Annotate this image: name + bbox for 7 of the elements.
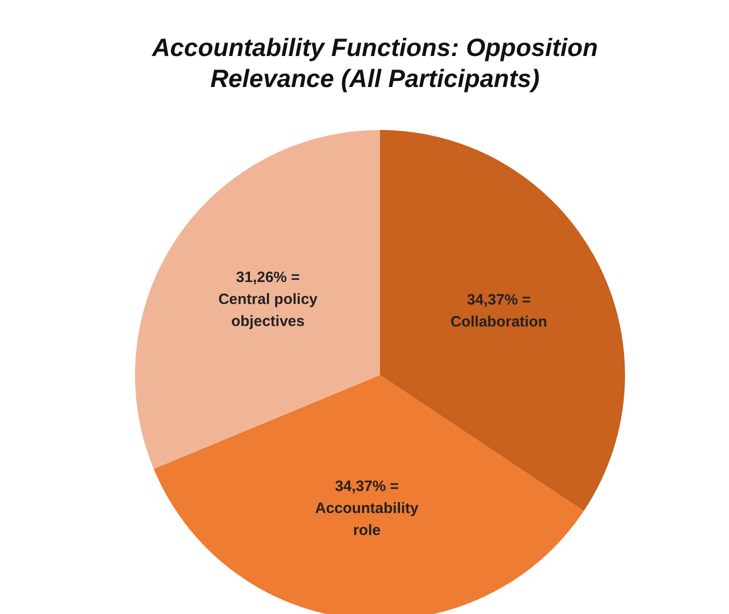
slice-label: Collaboration: [450, 313, 548, 330]
data-label: 34,37% =: [466, 291, 531, 308]
chart-title: Accountability Functions: Opposition Relevance (All Participants): [151, 34, 598, 93]
slice-label: Accountability role: [315, 500, 420, 540]
slice-label: Central policy objectives: [218, 291, 318, 330]
data-label: 31,26% =: [236, 269, 300, 286]
data-label: 34,37% =: [334, 478, 399, 496]
